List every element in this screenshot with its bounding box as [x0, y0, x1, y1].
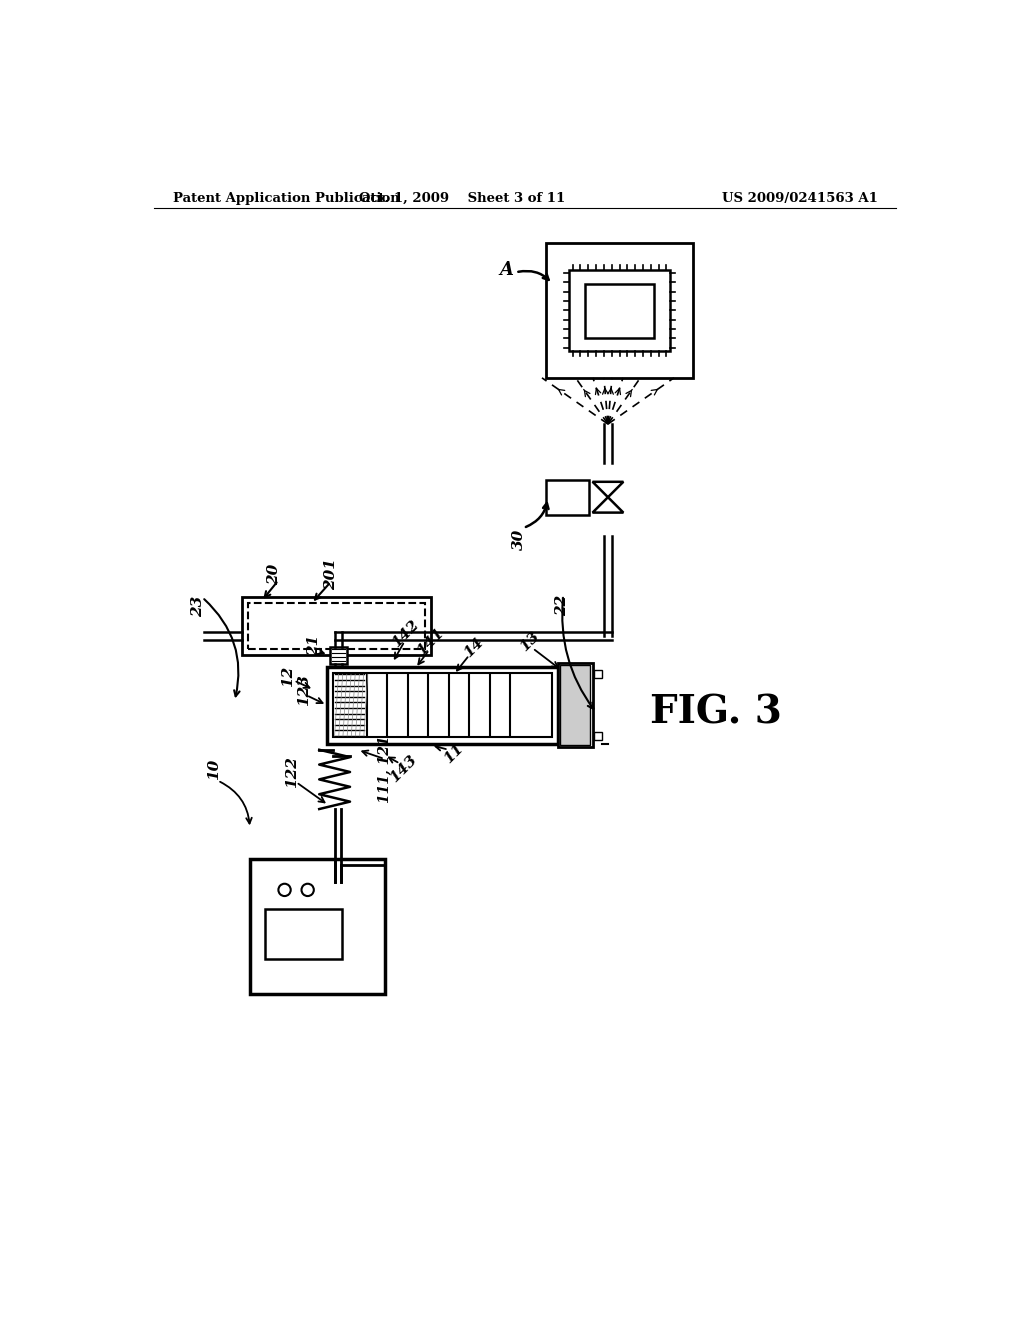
Text: 111, 121: 111, 121: [378, 735, 391, 803]
Text: 122: 122: [286, 756, 299, 788]
Text: 141: 141: [415, 626, 447, 659]
Bar: [330, 647, 347, 664]
Text: FIG. 3: FIG. 3: [650, 694, 781, 731]
Text: 21: 21: [307, 635, 321, 656]
Text: 13: 13: [517, 630, 542, 655]
Bar: [585, 284, 654, 338]
Bar: [243, 598, 431, 655]
Bar: [249, 603, 425, 649]
Bar: [547, 480, 589, 515]
Bar: [594, 733, 602, 739]
Text: 20: 20: [267, 564, 282, 585]
Text: 143: 143: [388, 752, 420, 785]
Text: 12: 12: [282, 667, 295, 688]
Text: 142: 142: [389, 618, 422, 651]
Polygon shape: [593, 498, 624, 512]
Bar: [558, 663, 593, 747]
Bar: [560, 665, 590, 744]
Text: 201: 201: [324, 558, 338, 590]
Text: 22: 22: [555, 594, 568, 615]
Text: 30: 30: [512, 529, 526, 550]
Text: Patent Application Publication: Patent Application Publication: [173, 191, 399, 205]
Text: Oct. 1, 2009    Sheet 3 of 11: Oct. 1, 2009 Sheet 3 of 11: [358, 191, 565, 205]
Bar: [327, 667, 558, 743]
Text: 10: 10: [207, 759, 221, 780]
Bar: [265, 909, 342, 960]
Bar: [569, 271, 670, 351]
Text: A: A: [500, 261, 513, 279]
Bar: [547, 243, 692, 378]
Text: 14: 14: [461, 635, 485, 660]
Bar: [333, 673, 552, 738]
Polygon shape: [593, 482, 624, 498]
Text: 11: 11: [441, 741, 466, 766]
Text: US 2009/0241563 A1: US 2009/0241563 A1: [722, 191, 878, 205]
Bar: [250, 859, 385, 994]
Text: 123: 123: [297, 673, 311, 706]
Bar: [594, 671, 602, 678]
Text: 23: 23: [191, 595, 206, 618]
